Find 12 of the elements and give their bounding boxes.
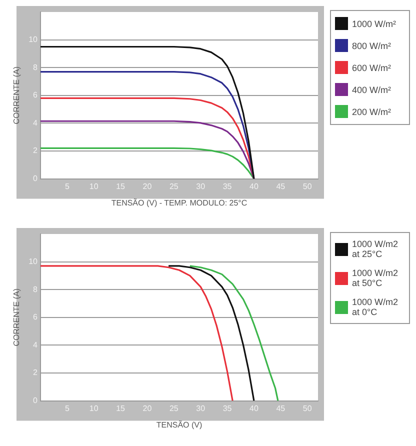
legend-label: 1000 W/m2 at 0°C <box>352 297 400 317</box>
legend-label: 600 W/m² <box>352 62 392 72</box>
y-axis-title: CORRENTE (A) <box>12 288 22 346</box>
legend-label: 1000 W/m² <box>352 18 396 28</box>
legend-label: 1000 W/m2 at 25°C <box>352 239 400 259</box>
legend-label: 1000 W/m2 at 50°C <box>352 268 400 288</box>
legend-label: 400 W/m² <box>352 84 392 94</box>
x-axis-title: TENSÃO (V) <box>156 419 202 430</box>
legend-label: 200 W/m² <box>352 106 392 116</box>
y-axis-title: CORRENTE (A) <box>12 66 22 124</box>
x-axis-title: TENSÃO (V) - TEMP. MODULO: 25°C <box>111 197 248 208</box>
legend-label: 800 W/m² <box>352 40 392 50</box>
